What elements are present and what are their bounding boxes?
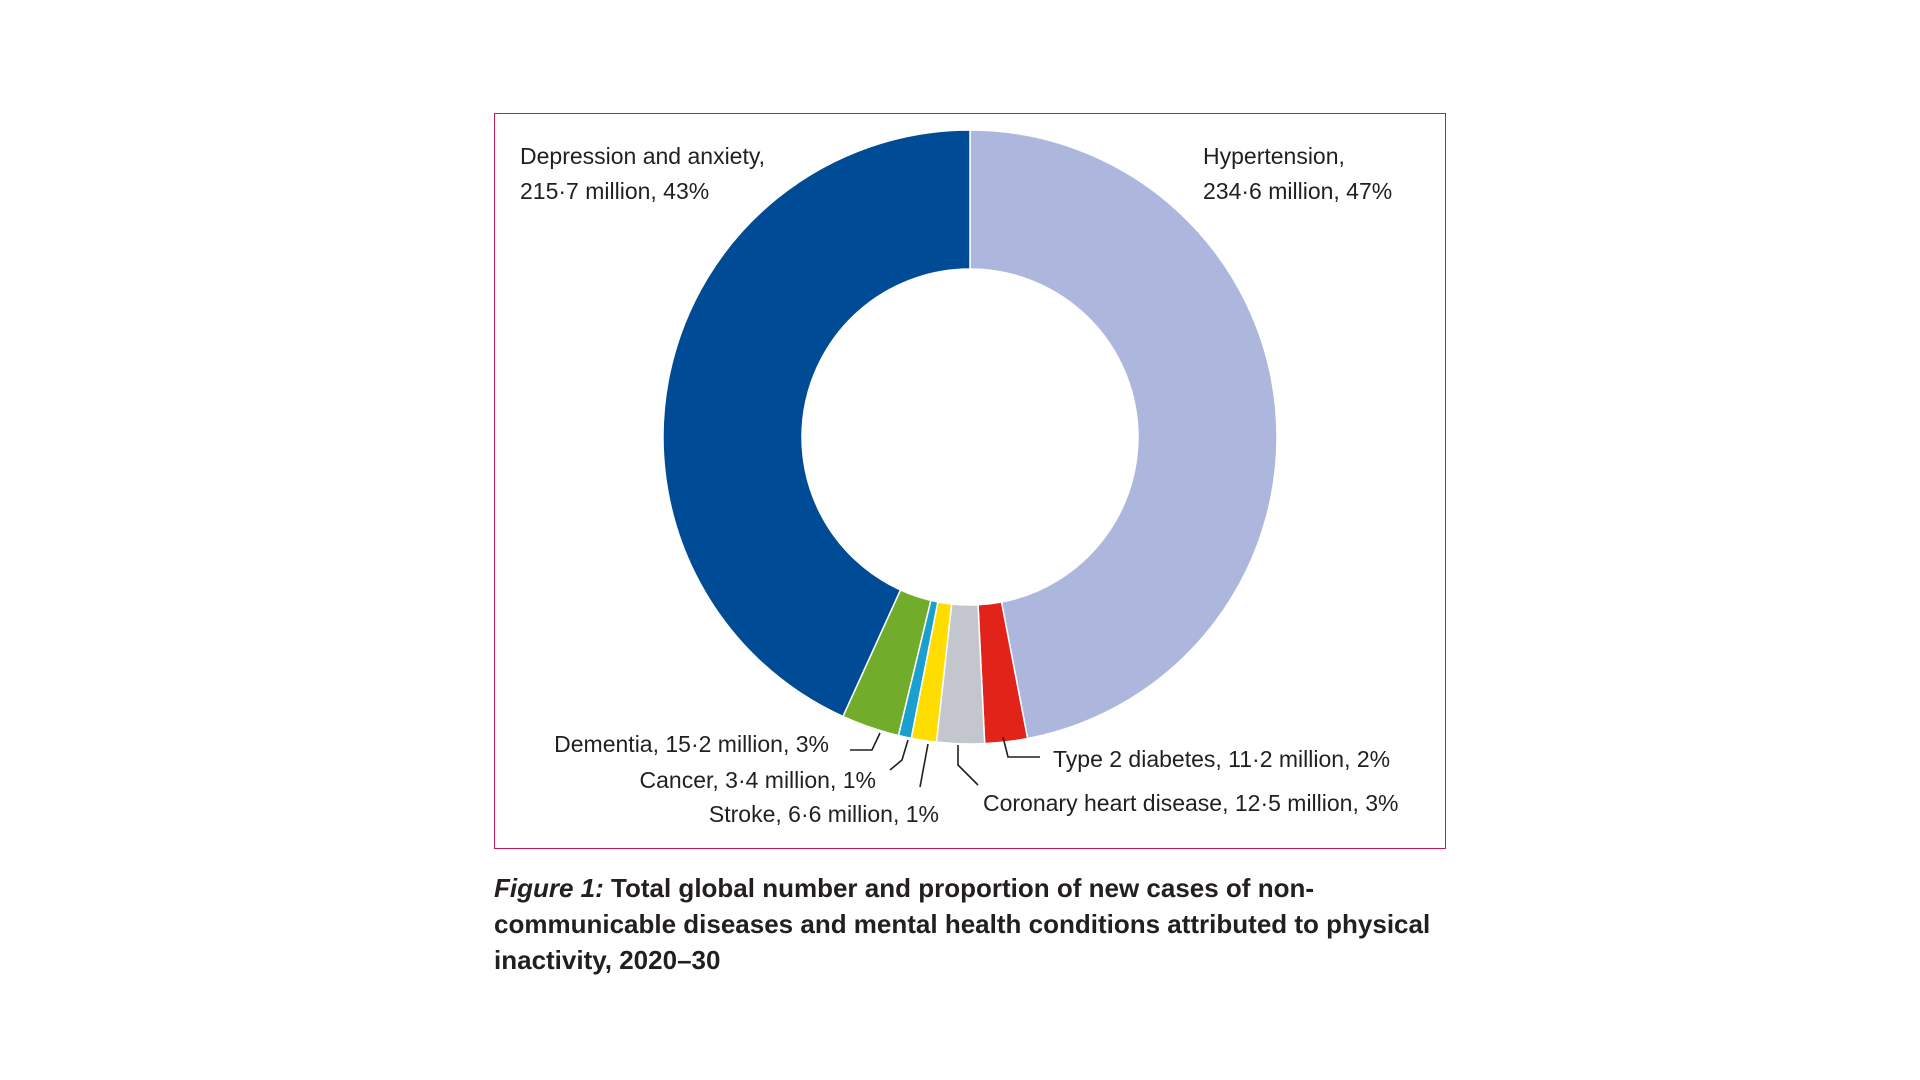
label-hypertension: Hypertension, 234·6 million, 47% — [1203, 143, 1392, 204]
slice-depression-and-anxiety — [662, 129, 971, 718]
leader-line-stroke — [919, 743, 929, 788]
leader-line-type-2-diabetes — [1002, 736, 1040, 758]
figure-caption-text: Total global number and proportion of ne… — [494, 873, 1431, 975]
leader-line-dementia — [850, 732, 881, 751]
figure-caption: Figure 1: Total global number and propor… — [494, 870, 1454, 978]
donut-slices — [662, 129, 1278, 745]
figure-frame — [494, 113, 1446, 849]
label-stroke: Stroke, 6·6 million, 1% — [709, 801, 939, 827]
leader-lines — [850, 732, 1040, 788]
figure-number: Figure 1: — [494, 873, 604, 903]
leader-line-coronary-heart-disease — [957, 745, 979, 786]
label-depression-and-anxiety: Depression and anxiety, 215·7 million, 4… — [520, 143, 771, 204]
label-dementia: Dementia, 15·2 million, 3% — [554, 731, 829, 757]
slice-hypertension — [969, 129, 1278, 740]
label-cancer: Cancer, 3·4 million, 1% — [640, 767, 877, 793]
label-type-2-diabetes: Type 2 diabetes, 11·2 million, 2% — [1053, 746, 1390, 772]
leader-line-cancer — [889, 739, 909, 771]
label-coronary-heart-disease: Coronary heart disease, 12·5 million, 3% — [983, 790, 1398, 816]
slice-labels: Hypertension, 234·6 million, 47% Depress… — [520, 143, 1398, 827]
